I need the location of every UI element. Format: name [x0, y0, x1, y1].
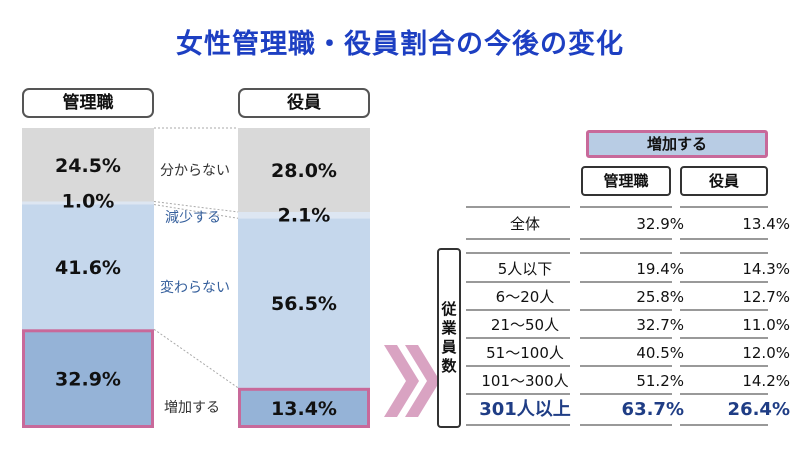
- row-value-managers: 63.7%: [621, 399, 684, 420]
- bar-segment-unknown: [238, 128, 370, 212]
- value-label: 41.6%: [55, 257, 121, 279]
- highlight-frame: [22, 329, 154, 428]
- table-rule: [466, 252, 570, 254]
- table-rule: [680, 424, 768, 426]
- bar-segment-increase: [22, 329, 154, 428]
- row-value-executives: 11.0%: [742, 316, 790, 334]
- row-value-executives: 13.4%: [742, 215, 790, 233]
- table-row: 51～100人 40.5% 12.0%: [466, 339, 790, 365]
- value-label: 24.5%: [55, 155, 121, 177]
- table-rule: [680, 206, 768, 208]
- bar-segment-unknown: [22, 128, 154, 202]
- table-rule: [680, 309, 768, 311]
- table-rule: [466, 281, 570, 283]
- row-value-managers: 32.9%: [636, 215, 684, 233]
- table-rule: [680, 393, 768, 395]
- chevron-arrow-icon: [384, 345, 419, 417]
- table-rule: [466, 424, 570, 426]
- bar-segment-decrease: [238, 212, 370, 219]
- table-rule: [466, 309, 570, 311]
- row-value-executives: 14.3%: [742, 260, 790, 278]
- row-value-managers: 19.4%: [636, 260, 684, 278]
- value-label: 56.5%: [271, 293, 337, 315]
- table-rule: [580, 281, 672, 283]
- row-label: 21～50人: [490, 316, 560, 334]
- legend-label-no-change: 変わらない: [160, 280, 230, 296]
- row-value-managers: 51.2%: [636, 372, 684, 390]
- table-rule: [580, 238, 672, 240]
- value-label: 32.9%: [55, 369, 121, 391]
- table-rule: [580, 337, 672, 339]
- table-header-increase: 増加する: [586, 130, 768, 158]
- table-rule: [580, 206, 672, 208]
- table-rule: [680, 337, 768, 339]
- table-col-managers: 管理職: [581, 166, 671, 196]
- table-rule: [680, 365, 768, 367]
- bar-segment-decrease: [22, 201, 154, 205]
- row-value-managers: 32.7%: [636, 316, 684, 334]
- row-value-managers: 40.5%: [636, 344, 684, 362]
- table-rule: [580, 424, 672, 426]
- bar-segment-no-change: [22, 204, 154, 330]
- table-rule: [580, 309, 672, 311]
- legend-label-increase: 増加する: [164, 400, 220, 416]
- table-rule: [680, 238, 768, 240]
- table-rule: [580, 393, 672, 395]
- employee-count-label-box: 従業員数: [437, 248, 461, 428]
- table-rule: [466, 337, 570, 339]
- table-row: 6～20人 25.8% 12.7%: [466, 283, 790, 309]
- value-label: 1.0%: [62, 191, 115, 213]
- value-label: 28.0%: [271, 160, 337, 182]
- table-row: 21～50人 32.7% 11.0%: [466, 311, 790, 337]
- row-value-executives: 26.4%: [727, 399, 790, 420]
- table-rule: [680, 281, 768, 283]
- table-rule: [580, 252, 672, 254]
- bar-segment-no-change: [238, 218, 370, 388]
- table-rule: [466, 206, 570, 208]
- employee-count-label: 従業員数: [441, 300, 457, 375]
- row-label: 101～300人: [481, 372, 569, 390]
- row-value-executives: 12.0%: [742, 344, 790, 362]
- legend-label-decrease: 減少する: [165, 210, 221, 226]
- table-row: 全体 32.9% 13.4%: [466, 210, 790, 236]
- legend-label-unknown: 分からない: [160, 163, 230, 179]
- row-value-managers: 25.8%: [636, 288, 684, 306]
- bar-segment-increase: [238, 387, 370, 428]
- table-row: 5人以下 19.4% 14.3%: [466, 255, 790, 281]
- table-rule: [466, 393, 570, 395]
- row-label: 全体: [509, 215, 540, 233]
- table-rule: [680, 252, 768, 254]
- category-label-managers: 管理職: [22, 88, 154, 118]
- table-row: 101～300人 51.2% 14.2%: [466, 367, 790, 393]
- row-label: 301人以上: [479, 399, 571, 420]
- row-value-executives: 12.7%: [742, 288, 790, 306]
- table-rule: [580, 365, 672, 367]
- row-label: 5人以下: [497, 260, 553, 278]
- value-label: 2.1%: [278, 204, 331, 226]
- category-label-executives: 役員: [238, 88, 370, 118]
- table-rule: [466, 365, 570, 367]
- row-value-executives: 14.2%: [742, 372, 790, 390]
- table-col-executives: 役員: [680, 166, 768, 196]
- highlight-frame: [238, 387, 370, 428]
- table-rule: [466, 238, 570, 240]
- table-row: 301人以上 63.7% 26.4%: [466, 396, 790, 422]
- chart-title: 女性管理職・役員割合の今後の変化: [176, 29, 624, 60]
- row-label: 6～20人: [495, 288, 555, 306]
- chevron-arrow-icon: [405, 345, 440, 417]
- value-label: 13.4%: [271, 398, 337, 420]
- connector-line: [153, 328, 239, 389]
- row-label: 51～100人: [486, 344, 564, 362]
